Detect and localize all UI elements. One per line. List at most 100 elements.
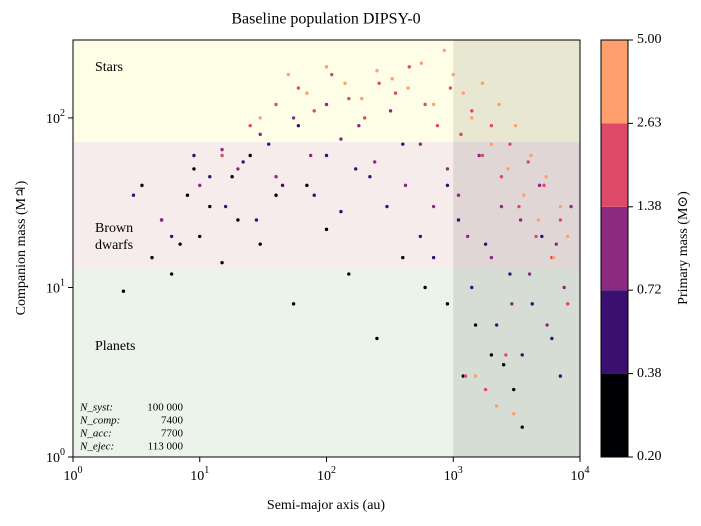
data-point	[544, 174, 548, 179]
data-point	[390, 77, 394, 81]
annotation: N_syst: 100 000 N_comp: 7400 N_acc: 7700 N_eje…	[79, 402, 184, 453]
data-point	[558, 218, 563, 222]
data-point	[375, 68, 379, 73]
colorbar-tick-label: 0.20	[637, 449, 662, 464]
data-point	[536, 218, 541, 222]
colorbar-bin	[601, 290, 628, 374]
data-point	[480, 81, 485, 85]
data-point	[403, 183, 408, 188]
data-point	[529, 153, 533, 158]
data-point	[296, 123, 301, 128]
colorbar-tick-label: 0.72	[637, 282, 662, 297]
tick-base: 10	[64, 469, 78, 484]
chart-title: Baseline population DIPSY-0	[231, 11, 420, 28]
data-point	[465, 234, 470, 239]
annotation-key: N_acc:	[79, 428, 112, 440]
region-label: Planets	[95, 339, 135, 354]
colorbar-tick-label: 0.38	[637, 366, 662, 381]
colorbar-bin	[601, 373, 628, 457]
tick-exponent: 0	[60, 447, 65, 458]
data-point	[401, 255, 405, 260]
annotation-key: N_syst:	[79, 402, 113, 414]
data-point	[121, 289, 126, 293]
colorbar-bin	[601, 123, 628, 207]
shaded-region	[453, 40, 580, 457]
data-point	[527, 272, 532, 276]
data-point	[506, 167, 510, 171]
data-point	[339, 137, 343, 141]
data-point	[324, 153, 329, 158]
data-point	[236, 167, 240, 171]
data-point	[385, 204, 389, 209]
data-point	[463, 374, 468, 378]
colorbar-bin	[601, 206, 628, 291]
annotation-value: 100 000	[147, 402, 183, 414]
tick-exponent: 2	[60, 108, 65, 119]
tick-base: 10	[190, 469, 204, 484]
data-point	[223, 204, 228, 209]
colorbar-tick-label: 1.38	[637, 199, 662, 214]
data-point	[159, 218, 164, 222]
data-point	[489, 255, 494, 260]
colorbar-label: Primary mass (M⊙)	[676, 191, 691, 305]
tick-base: 10	[317, 469, 331, 484]
colorbar-tick-label: 5.00	[637, 32, 662, 47]
y-axis-label: Companion mass (M♃)	[14, 180, 29, 315]
data-point	[330, 72, 334, 77]
data-point	[558, 374, 563, 378]
data-point	[470, 285, 474, 290]
tick-exponent: 4	[585, 465, 590, 476]
data-point	[312, 109, 316, 113]
tick-label: 104	[571, 465, 590, 484]
annotation-key: N_comp:	[79, 415, 120, 427]
data-point	[347, 96, 351, 101]
data-point	[258, 132, 262, 137]
data-point	[362, 116, 367, 120]
data-point	[375, 336, 379, 341]
data-point	[220, 260, 224, 265]
data-point	[192, 167, 196, 171]
data-point	[520, 425, 524, 429]
data-point	[360, 96, 364, 101]
tick-label: 100	[46, 447, 65, 466]
data-point	[461, 91, 465, 95]
data-point	[324, 102, 329, 107]
colorbar-tick-label: 2.63	[637, 116, 662, 131]
data-point	[388, 109, 393, 113]
tick-exponent: 2	[331, 465, 336, 476]
data-point	[530, 302, 534, 306]
data-point	[230, 174, 234, 179]
region	[73, 142, 580, 269]
data-point	[140, 183, 144, 188]
data-point	[347, 272, 351, 276]
data-point	[258, 116, 262, 120]
data-point	[494, 323, 499, 327]
data-point	[220, 153, 224, 158]
data-point	[545, 323, 549, 327]
data-point	[483, 242, 488, 246]
data-point	[241, 160, 245, 164]
data-point	[480, 153, 485, 158]
data-point	[550, 336, 554, 341]
tick-label: 102	[46, 108, 65, 127]
data-point	[520, 353, 524, 357]
data-point	[512, 412, 516, 416]
data-point	[372, 160, 377, 164]
data-point	[451, 72, 455, 77]
data-point	[274, 174, 278, 179]
data-point	[291, 302, 296, 306]
data-point	[518, 218, 523, 222]
data-point	[540, 234, 544, 239]
annotation-value: 113 000	[148, 441, 184, 453]
data-point	[274, 193, 278, 197]
data-point	[566, 302, 570, 306]
region	[73, 40, 580, 143]
data-point	[305, 183, 309, 188]
data-point	[357, 123, 361, 128]
tick-base: 10	[46, 112, 60, 127]
data-point	[169, 234, 174, 239]
data-point	[423, 102, 427, 107]
data-point	[489, 123, 494, 128]
data-point	[280, 183, 285, 188]
